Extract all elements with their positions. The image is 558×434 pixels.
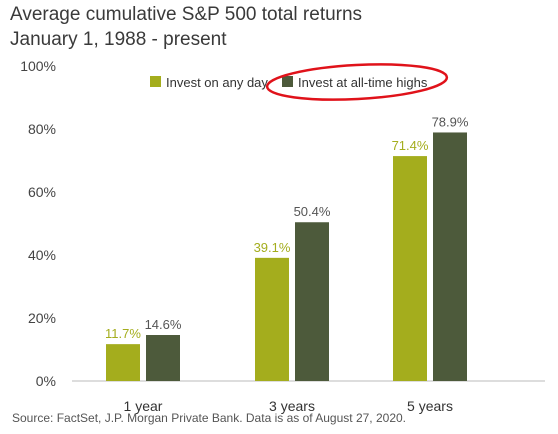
- legend-swatch-all-time-highs: [282, 76, 293, 87]
- highlight-ellipse: [265, 63, 449, 101]
- x-category-label: 3 years: [269, 398, 315, 414]
- legend-label-any-day: Invest on any day: [166, 75, 268, 90]
- bar-invest-any-day: [106, 344, 140, 381]
- bar-invest-any-day: [255, 257, 289, 381]
- y-tick-label: 60%: [28, 184, 56, 200]
- y-tick-label: 40%: [28, 247, 56, 263]
- legend-label-all-time-highs: Invest at all-time highs: [298, 75, 428, 90]
- y-tick-label: 100%: [20, 58, 56, 74]
- source-note: Source: FactSet, J.P. Morgan Private Ban…: [12, 411, 406, 425]
- bar-invest-all-time-highs: [295, 222, 329, 381]
- data-label: 11.7%: [105, 326, 141, 341]
- bar-invest-any-day: [393, 156, 427, 381]
- data-label: 14.6%: [145, 317, 182, 332]
- data-label: 71.4%: [392, 138, 429, 153]
- bar-invest-all-time-highs: [433, 132, 467, 381]
- x-category-label: 1 year: [124, 398, 163, 414]
- chart-title: Average cumulative S&P 500 total returns: [10, 4, 363, 25]
- data-label: 39.1%: [254, 240, 291, 255]
- x-category-label: 5 years: [407, 398, 453, 414]
- y-tick-label: 20%: [28, 310, 56, 326]
- data-label: 50.4%: [294, 204, 331, 219]
- chart-subtitle: January 1, 1988 - present: [10, 29, 227, 50]
- y-tick-label: 80%: [28, 121, 56, 137]
- bar-invest-all-time-highs: [146, 335, 180, 381]
- legend-swatch-any-day: [150, 76, 161, 87]
- data-label: 78.9%: [432, 114, 469, 129]
- y-tick-label: 0%: [36, 373, 56, 389]
